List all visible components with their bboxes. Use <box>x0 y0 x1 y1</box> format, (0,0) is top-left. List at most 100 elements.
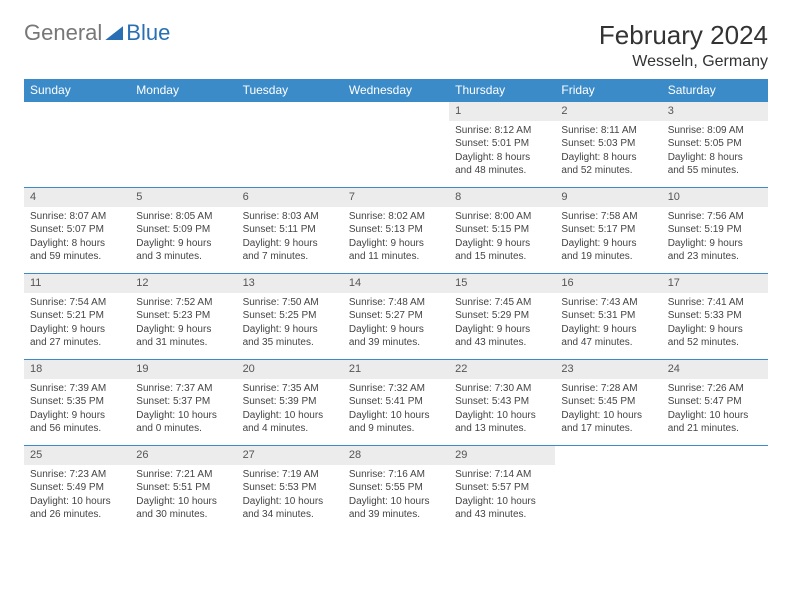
daylight-line-2: and 0 minutes. <box>136 422 230 436</box>
calendar-day-cell: 6Sunrise: 8:03 AMSunset: 5:11 PMDaylight… <box>237 188 343 274</box>
daylight-line: Daylight: 9 hours <box>561 323 655 337</box>
calendar-day-cell: 11Sunrise: 7:54 AMSunset: 5:21 PMDayligh… <box>24 274 130 360</box>
day-details: Sunrise: 8:05 AMSunset: 5:09 PMDaylight:… <box>130 207 236 268</box>
sunset-line: Sunset: 5:05 PM <box>668 137 762 151</box>
calendar-day-cell: 28Sunrise: 7:16 AMSunset: 5:55 PMDayligh… <box>343 446 449 532</box>
sunrise-line: Sunrise: 7:19 AM <box>243 468 337 482</box>
sunrise-line: Sunrise: 8:05 AM <box>136 210 230 224</box>
title-block: February 2024 Wesseln, Germany <box>599 20 768 71</box>
daylight-line: Daylight: 10 hours <box>30 495 124 509</box>
calendar-day-cell: 21Sunrise: 7:32 AMSunset: 5:41 PMDayligh… <box>343 360 449 446</box>
sunset-line: Sunset: 5:15 PM <box>455 223 549 237</box>
sunset-line: Sunset: 5:37 PM <box>136 395 230 409</box>
calendar-day-cell: 14Sunrise: 7:48 AMSunset: 5:27 PMDayligh… <box>343 274 449 360</box>
daylight-line: Daylight: 9 hours <box>136 237 230 251</box>
sunrise-line: Sunrise: 7:21 AM <box>136 468 230 482</box>
calendar-empty-cell <box>24 102 130 188</box>
sunset-line: Sunset: 5:27 PM <box>349 309 443 323</box>
calendar-day-cell: 15Sunrise: 7:45 AMSunset: 5:29 PMDayligh… <box>449 274 555 360</box>
calendar-day-cell: 23Sunrise: 7:28 AMSunset: 5:45 PMDayligh… <box>555 360 661 446</box>
sunrise-line: Sunrise: 7:43 AM <box>561 296 655 310</box>
calendar-day-cell: 3Sunrise: 8:09 AMSunset: 5:05 PMDaylight… <box>662 102 768 188</box>
day-number: 29 <box>449 446 555 465</box>
location: Wesseln, Germany <box>599 53 768 71</box>
sunrise-line: Sunrise: 7:14 AM <box>455 468 549 482</box>
day-details: Sunrise: 7:30 AMSunset: 5:43 PMDaylight:… <box>449 379 555 440</box>
day-number: 9 <box>555 188 661 207</box>
sunset-line: Sunset: 5:01 PM <box>455 137 549 151</box>
day-details: Sunrise: 8:00 AMSunset: 5:15 PMDaylight:… <box>449 207 555 268</box>
daylight-line: Daylight: 10 hours <box>136 495 230 509</box>
day-details: Sunrise: 8:11 AMSunset: 5:03 PMDaylight:… <box>555 121 661 182</box>
daylight-line: Daylight: 9 hours <box>561 237 655 251</box>
calendar-day-cell: 9Sunrise: 7:58 AMSunset: 5:17 PMDaylight… <box>555 188 661 274</box>
calendar-day-cell: 12Sunrise: 7:52 AMSunset: 5:23 PMDayligh… <box>130 274 236 360</box>
daylight-line-2: and 19 minutes. <box>561 250 655 264</box>
header: General Blue February 2024 Wesseln, Germ… <box>24 20 768 71</box>
daylight-line-2: and 4 minutes. <box>243 422 337 436</box>
calendar-day-cell: 1Sunrise: 8:12 AMSunset: 5:01 PMDaylight… <box>449 102 555 188</box>
daylight-line-2: and 30 minutes. <box>136 508 230 522</box>
calendar-body: 1Sunrise: 8:12 AMSunset: 5:01 PMDaylight… <box>24 102 768 532</box>
daylight-line-2: and 39 minutes. <box>349 508 443 522</box>
daylight-line: Daylight: 9 hours <box>243 323 337 337</box>
sunrise-line: Sunrise: 7:39 AM <box>30 382 124 396</box>
sunset-line: Sunset: 5:51 PM <box>136 481 230 495</box>
sunrise-line: Sunrise: 8:00 AM <box>455 210 549 224</box>
day-header: Monday <box>130 79 236 102</box>
daylight-line: Daylight: 10 hours <box>455 495 549 509</box>
sunrise-line: Sunrise: 7:52 AM <box>136 296 230 310</box>
sunset-line: Sunset: 5:07 PM <box>30 223 124 237</box>
sunrise-line: Sunrise: 8:03 AM <box>243 210 337 224</box>
day-number: 25 <box>24 446 130 465</box>
day-details: Sunrise: 8:09 AMSunset: 5:05 PMDaylight:… <box>662 121 768 182</box>
day-number: 23 <box>555 360 661 379</box>
daylight-line: Daylight: 8 hours <box>561 151 655 165</box>
calendar-day-cell: 7Sunrise: 8:02 AMSunset: 5:13 PMDaylight… <box>343 188 449 274</box>
day-header: Thursday <box>449 79 555 102</box>
sunrise-line: Sunrise: 7:48 AM <box>349 296 443 310</box>
calendar-empty-cell <box>662 446 768 532</box>
calendar-day-cell: 8Sunrise: 8:00 AMSunset: 5:15 PMDaylight… <box>449 188 555 274</box>
calendar-day-cell: 10Sunrise: 7:56 AMSunset: 5:19 PMDayligh… <box>662 188 768 274</box>
day-number: 15 <box>449 274 555 293</box>
day-details: Sunrise: 7:52 AMSunset: 5:23 PMDaylight:… <box>130 293 236 354</box>
daylight-line-2: and 3 minutes. <box>136 250 230 264</box>
daylight-line: Daylight: 10 hours <box>243 495 337 509</box>
sunset-line: Sunset: 5:11 PM <box>243 223 337 237</box>
sunrise-line: Sunrise: 8:09 AM <box>668 124 762 138</box>
day-header: Wednesday <box>343 79 449 102</box>
sunrise-line: Sunrise: 7:45 AM <box>455 296 549 310</box>
daylight-line: Daylight: 8 hours <box>30 237 124 251</box>
daylight-line: Daylight: 9 hours <box>30 409 124 423</box>
calendar-week-row: 11Sunrise: 7:54 AMSunset: 5:21 PMDayligh… <box>24 274 768 360</box>
daylight-line-2: and 52 minutes. <box>668 336 762 350</box>
sunrise-line: Sunrise: 8:11 AM <box>561 124 655 138</box>
daylight-line-2: and 15 minutes. <box>455 250 549 264</box>
daylight-line-2: and 48 minutes. <box>455 164 549 178</box>
day-header: Friday <box>555 79 661 102</box>
day-details: Sunrise: 7:14 AMSunset: 5:57 PMDaylight:… <box>449 465 555 526</box>
day-details: Sunrise: 7:32 AMSunset: 5:41 PMDaylight:… <box>343 379 449 440</box>
day-header: Sunday <box>24 79 130 102</box>
daylight-line-2: and 55 minutes. <box>668 164 762 178</box>
sunrise-line: Sunrise: 7:58 AM <box>561 210 655 224</box>
daylight-line-2: and 26 minutes. <box>30 508 124 522</box>
sunset-line: Sunset: 5:25 PM <box>243 309 337 323</box>
day-number: 18 <box>24 360 130 379</box>
daylight-line: Daylight: 9 hours <box>668 237 762 251</box>
day-details: Sunrise: 7:45 AMSunset: 5:29 PMDaylight:… <box>449 293 555 354</box>
day-number: 24 <box>662 360 768 379</box>
day-number: 20 <box>237 360 343 379</box>
sunset-line: Sunset: 5:45 PM <box>561 395 655 409</box>
day-number: 22 <box>449 360 555 379</box>
day-number: 14 <box>343 274 449 293</box>
day-number: 10 <box>662 188 768 207</box>
daylight-line-2: and 17 minutes. <box>561 422 655 436</box>
day-details: Sunrise: 7:58 AMSunset: 5:17 PMDaylight:… <box>555 207 661 268</box>
calendar-day-cell: 25Sunrise: 7:23 AMSunset: 5:49 PMDayligh… <box>24 446 130 532</box>
calendar-day-cell: 4Sunrise: 8:07 AMSunset: 5:07 PMDaylight… <box>24 188 130 274</box>
day-details: Sunrise: 8:02 AMSunset: 5:13 PMDaylight:… <box>343 207 449 268</box>
calendar-week-row: 18Sunrise: 7:39 AMSunset: 5:35 PMDayligh… <box>24 360 768 446</box>
daylight-line-2: and 59 minutes. <box>30 250 124 264</box>
